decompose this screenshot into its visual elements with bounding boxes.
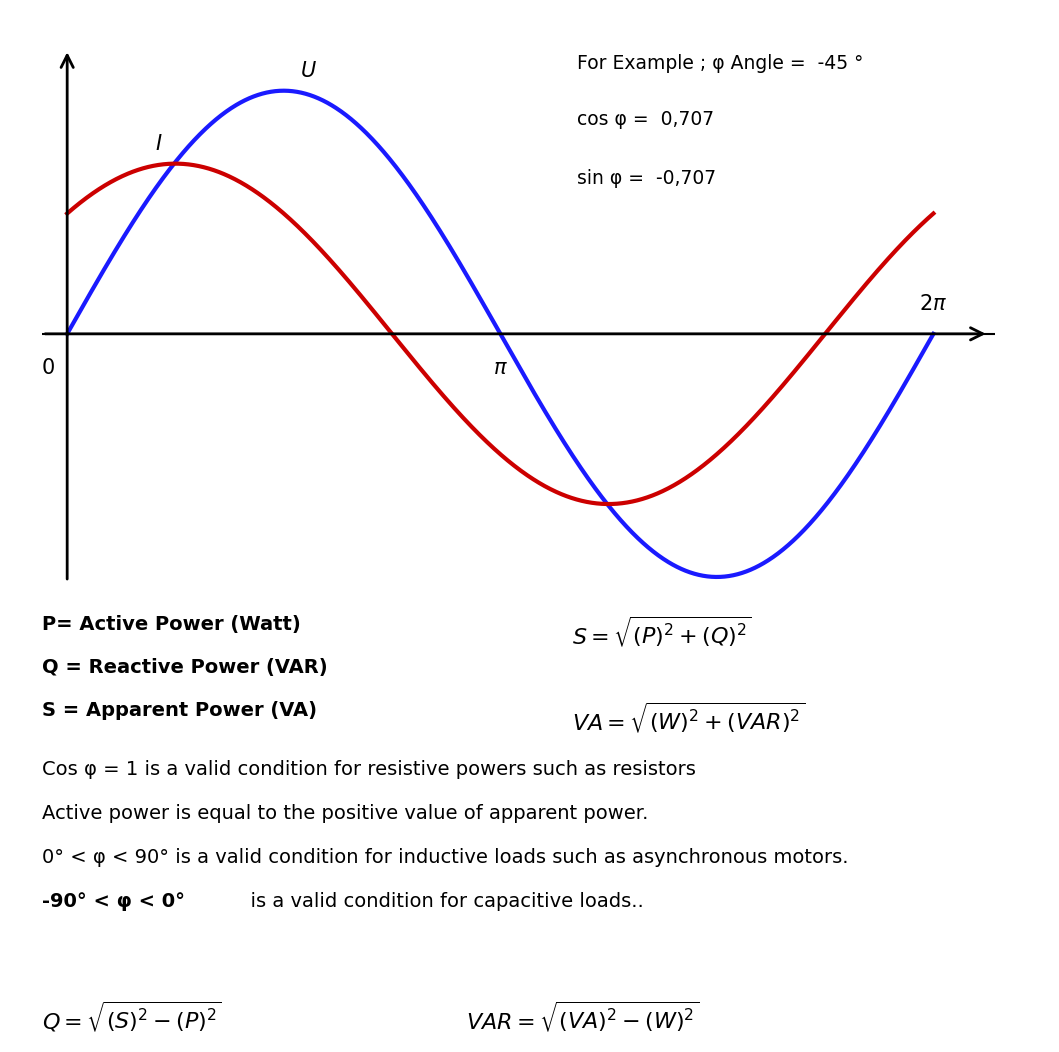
Text: Active power is equal to the positive value of apparent power.: Active power is equal to the positive va… [42,805,649,824]
Text: cos φ =  0,707: cos φ = 0,707 [577,110,715,129]
Text: For Example ; φ Angle =  -45 °: For Example ; φ Angle = -45 ° [577,55,864,74]
Text: $2\pi$: $2\pi$ [919,295,948,315]
Text: $VA = \sqrt{(W)^2 + (VAR)^2}$: $VA = \sqrt{(W)^2 + (VAR)^2}$ [572,701,805,735]
Text: S = Apparent Power (VA): S = Apparent Power (VA) [42,701,318,720]
Text: U: U [301,61,317,81]
Text: is a valid condition for capacitive loads..: is a valid condition for capacitive load… [238,892,644,911]
Text: Cos φ = 1 is a valid condition for resistive powers such as resistors: Cos φ = 1 is a valid condition for resis… [42,761,696,780]
Text: Q = Reactive Power (VAR): Q = Reactive Power (VAR) [42,658,328,676]
Text: $\pi$: $\pi$ [492,358,507,378]
Text: sin φ =  -0,707: sin φ = -0,707 [577,168,716,187]
Text: $VAR = \sqrt{(VA)^2 - (W)^2}$: $VAR = \sqrt{(VA)^2 - (W)^2}$ [466,998,699,1033]
Text: -90° < φ < 0°: -90° < φ < 0° [42,892,185,911]
Text: $S = \sqrt{(P)^2 + (Q)^2}$: $S = \sqrt{(P)^2 + (Q)^2}$ [572,614,752,649]
Text: I: I [156,134,162,154]
Text: 0° < φ < 90° is a valid condition for inductive loads such as asynchronous motor: 0° < φ < 90° is a valid condition for in… [42,848,849,867]
Text: P= Active Power (Watt): P= Active Power (Watt) [42,614,301,633]
Text: 0: 0 [41,358,54,378]
Text: $Q = \sqrt{(S)^2 - (P)^2}$: $Q = \sqrt{(S)^2 - (P)^2}$ [42,998,222,1033]
